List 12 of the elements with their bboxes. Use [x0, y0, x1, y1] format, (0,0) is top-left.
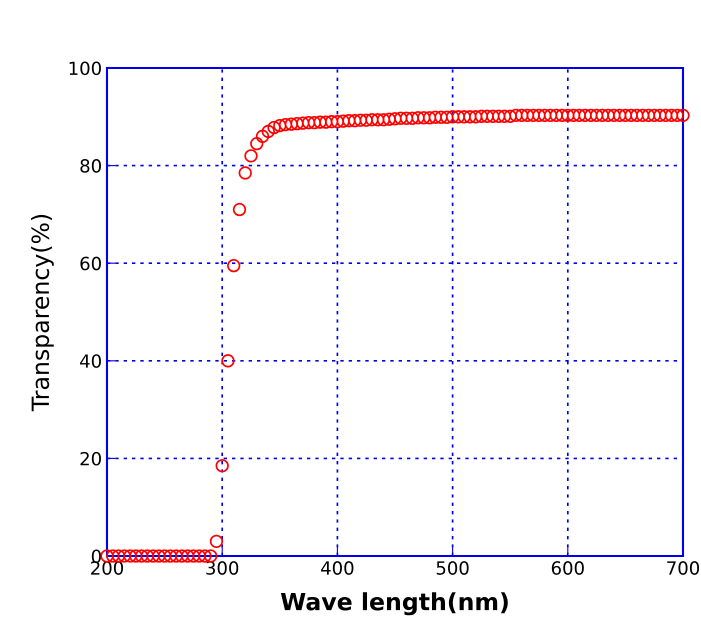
y-tick-label: 60 [80, 256, 101, 270]
x-axis-title: Wave length(nm) [280, 592, 508, 616]
x-tick-label: 500 [436, 561, 469, 575]
y-tick-label: 20 [80, 452, 101, 466]
y-tick-label: 80 [80, 159, 101, 173]
x-tick-label: 400 [321, 561, 354, 575]
x-tick-label: 700 [667, 561, 700, 575]
y-axis-title: Transparency(%) [30, 214, 54, 412]
y-tick-label: 40 [80, 354, 101, 368]
x-tick-label: 300 [206, 561, 238, 575]
x-tick-label: 600 [552, 561, 584, 575]
y-tick-label: 100 [70, 61, 101, 76]
